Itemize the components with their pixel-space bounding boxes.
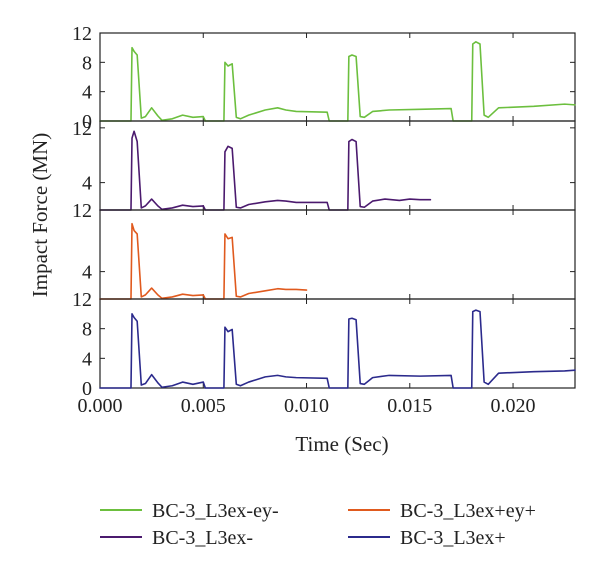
legend-label: BC-3_L3ex- [152,527,253,549]
y-tick-label: 4 [82,262,92,284]
y-tick-label: 12 [72,289,92,311]
legend-label: BC-3_L3ex-ey- [152,500,279,522]
y-tick-label: 12 [72,200,92,222]
y-axis-title: Impact Force (MN) [28,133,52,297]
y-tick-label: 0 [82,111,92,133]
x-axis-title: Time (Sec) [295,432,388,456]
panel-frame [99,120,576,211]
series-line-4 [99,309,576,389]
series-line-2 [99,130,432,211]
y-tick-label: 8 [82,52,92,74]
panel-2: 12 4 12 [72,118,576,222]
legend-item: BC-3_L3ex-ey- [100,500,279,522]
legend-label: BC-3_L3ex+ [400,527,506,549]
x-tick-label: 0.000 [78,395,123,417]
legend-label: BC-3_L3ex+ey+ [400,500,536,522]
legend-item: BC-3_L3ex+ey+ [348,500,536,522]
y-tick-label: 4 [82,173,92,195]
y-tick-label: 12 [72,23,92,45]
legend: BC-3_L3ex-ey- BC-3_L3ex+ey+ BC-3_L3ex- BC-3… [100,500,536,549]
series-line-3 [99,222,308,300]
legend-item: BC-3_L3ex+ [348,527,506,549]
panel-1: 12 8 4 0 [72,23,576,133]
panel-frame [99,209,576,300]
x-tick-label: 0.010 [284,395,329,417]
y-tick-label: 12 [72,118,92,140]
panel-4: 8 4 0 [82,298,576,400]
y-tick-label: 8 [82,319,92,341]
panel-frame [99,298,576,389]
panel-3: 412 [72,209,576,311]
y-tick-label: 0 [82,378,92,400]
series-line-1 [99,41,576,122]
x-tick-label: 0.005 [181,395,226,417]
y-tick-label: 4 [82,348,92,370]
y-tick-label: 4 [82,82,92,104]
x-tick-label: 0.015 [387,395,432,417]
legend-item: BC-3_L3ex- [100,527,253,549]
x-tick-label: 0.020 [491,395,536,417]
x-axis: 0.000 0.005 0.010 0.015 0.020 [78,395,536,417]
